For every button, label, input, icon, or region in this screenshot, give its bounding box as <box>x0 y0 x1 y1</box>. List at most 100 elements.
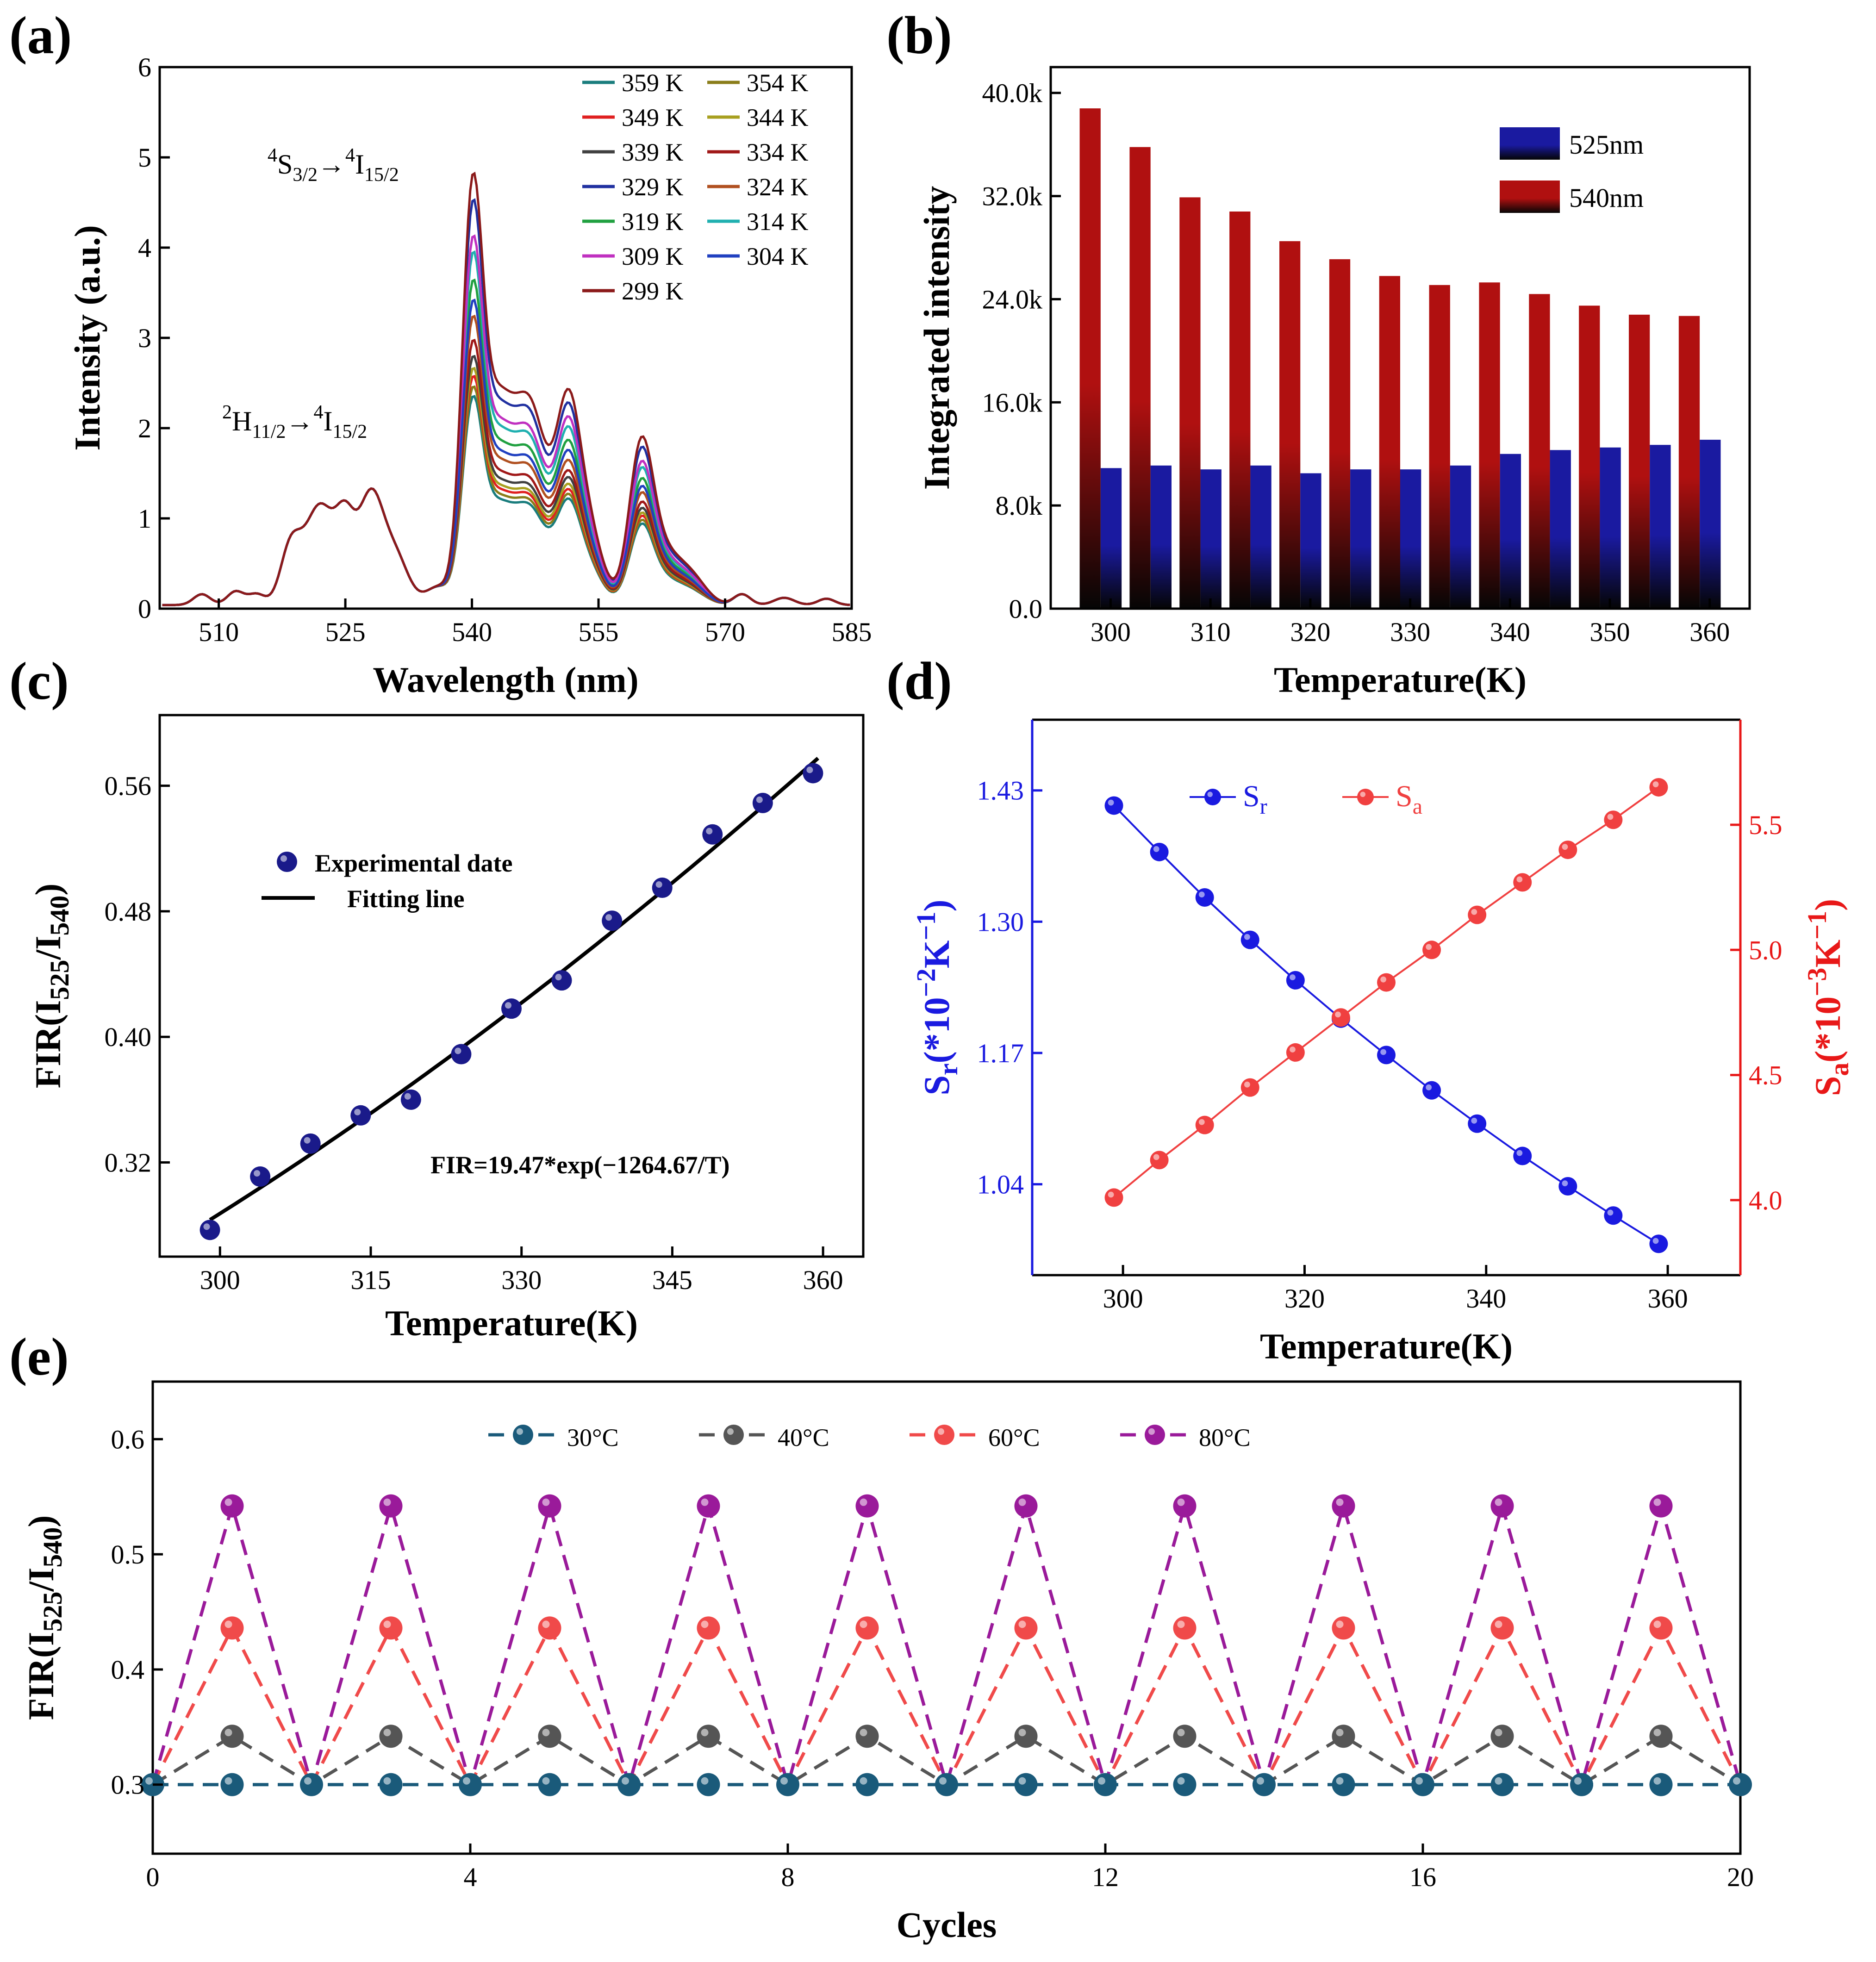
cycle-point-high-2-highlight <box>701 1620 709 1628</box>
point-Sa-highlight <box>1471 909 1477 915</box>
legend-label: 60°C <box>988 1424 1040 1451</box>
cycle-point-high-1 <box>697 1725 720 1748</box>
point-Sa <box>1377 973 1396 992</box>
e-y-axis-title-sub: 525 <box>37 1592 68 1632</box>
cycle-point-high-0-highlight <box>860 1777 867 1785</box>
point-Sr-highlight <box>1471 1117 1477 1124</box>
cycle-point-high-3 <box>1649 1494 1673 1518</box>
legend-marker-highlight <box>937 1428 944 1435</box>
cycle-point-high-3 <box>220 1494 244 1518</box>
cycle-point-base <box>617 1773 641 1796</box>
c-y-axis-title-part: ) <box>28 884 68 896</box>
cycle-point-high-1 <box>220 1725 244 1748</box>
legend-marker-highlight <box>1148 1428 1155 1435</box>
spectrum-line-10 <box>162 234 850 606</box>
a-y-tick-label: 2 <box>138 413 151 443</box>
a-x-tick-label: 585 <box>832 617 872 647</box>
d-yr-tick-label: 5.0 <box>1749 935 1783 965</box>
cycle-point-high-3-highlight <box>701 1498 709 1506</box>
cycle-point-high-1 <box>1490 1725 1514 1748</box>
c-y-axis-title: FIR(I525/I540) <box>28 884 75 1089</box>
point-Sr <box>1604 1206 1623 1225</box>
point-Sa-highlight <box>1244 1081 1250 1088</box>
legend-label-line: Fitting line <box>347 885 465 913</box>
c-y-axis-title-part: /I <box>28 936 68 960</box>
cycle-point-high-2-highlight <box>383 1620 391 1628</box>
cycle-point-high-2 <box>697 1616 720 1640</box>
cycle-point-high-0-highlight <box>1495 1777 1502 1785</box>
point-Sa-highlight <box>1562 844 1568 850</box>
cycle-point-high-3 <box>1014 1494 1038 1518</box>
legend-label: 540nm <box>1569 183 1644 213</box>
cycle-point-high-0-highlight <box>701 1777 709 1785</box>
data-point-highlight <box>605 914 612 921</box>
panel-label-d: (d) <box>886 652 952 711</box>
data-point-highlight <box>455 1047 461 1054</box>
point-Sr <box>1513 1146 1532 1165</box>
data-point-highlight <box>706 828 713 835</box>
d-x-tick-label: 340 <box>1466 1283 1506 1314</box>
b-x-tick-label: 300 <box>1091 617 1131 647</box>
cycle-point-high-1 <box>379 1725 403 1748</box>
cycle-point-high-2-highlight <box>1018 1620 1026 1628</box>
cycle-point-base <box>1411 1773 1434 1796</box>
data-point-highlight <box>404 1093 411 1100</box>
legend-label: 40°C <box>778 1424 829 1451</box>
cycle-point-base <box>776 1773 799 1796</box>
bar-540nm <box>1179 197 1201 609</box>
data-point <box>451 1044 472 1065</box>
annotation-2H11-transition-sub: 11/2 <box>252 421 286 442</box>
e-x-tick-label: 16 <box>1409 1862 1436 1892</box>
bar-525nm <box>1400 469 1421 609</box>
legend-marker-highlight <box>727 1428 734 1435</box>
panel-label-b: (b) <box>886 6 952 65</box>
bar-540nm <box>1079 108 1101 609</box>
cycle-point-high-0 <box>1332 1773 1355 1796</box>
a-y-tick-label: 4 <box>138 233 151 263</box>
cycle-point-high-3 <box>855 1494 879 1518</box>
e-y-tick-label: 0.5 <box>111 1539 145 1570</box>
legend-label-sub: r <box>1260 794 1267 819</box>
annotation-2H11-transition-main: I <box>323 406 332 436</box>
cycle-point-high-0 <box>379 1773 403 1796</box>
data-point <box>702 824 723 845</box>
a-x-tick-label: 570 <box>705 617 745 647</box>
point-Sr <box>1195 888 1214 907</box>
plot-frame-e <box>151 1380 1742 1855</box>
a-y-tick-label: 3 <box>138 323 151 353</box>
legend-label-main: S <box>1396 779 1413 813</box>
plot-frame-c <box>158 714 865 1258</box>
legend-marker-highlight <box>516 1428 523 1435</box>
b-y-tick-label: 0.0 <box>1009 594 1043 624</box>
annotation-4S3-transition-sub: 15/2 <box>364 164 399 186</box>
legend-label: 309 K <box>622 243 684 270</box>
cycle-line-2 <box>151 1624 1742 1788</box>
b-y-tick-label: 40.0k <box>982 78 1043 108</box>
annotation-2H11-transition-main: H <box>232 406 252 436</box>
cycle-point-high-1-highlight <box>1177 1729 1185 1737</box>
point-Sa <box>1649 778 1668 797</box>
cycle-point-high-0 <box>1490 1773 1514 1796</box>
point-Sa-highlight <box>1335 1011 1341 1018</box>
data-point-highlight <box>505 1002 511 1009</box>
b-y-tick-label: 32.0k <box>982 181 1043 212</box>
bar-525nm <box>1150 465 1172 609</box>
annotation-2H11-transition: 2H11/2→4I15/2 <box>222 402 367 442</box>
cycle-point-high-1-highlight <box>860 1729 867 1737</box>
spectrum-line-2 <box>162 374 850 606</box>
point-Sa <box>1150 1151 1169 1170</box>
cycle-point-base <box>300 1773 323 1796</box>
point-Sr <box>1422 1081 1441 1100</box>
legend-swatch <box>1500 127 1560 160</box>
cycle-point-high-1-highlight <box>542 1729 550 1737</box>
point-Sa <box>1331 1008 1350 1027</box>
cycle-point-high-3-highlight <box>1495 1498 1502 1506</box>
cycle-point-high-1 <box>855 1725 879 1748</box>
bar-540nm <box>1329 259 1351 609</box>
cycle-point-base <box>1253 1773 1276 1796</box>
panel-d-sensitivity: 300 320 340 360 1.04 1.17 1.30 1.43 4.0 4.5 5.0 5.5… <box>911 718 1854 1366</box>
d-left-axis-title-part: S <box>916 1075 957 1095</box>
legend-label: 339 K <box>622 138 684 166</box>
cycle-point-high-2 <box>220 1616 244 1640</box>
bar-540nm <box>1279 241 1301 609</box>
